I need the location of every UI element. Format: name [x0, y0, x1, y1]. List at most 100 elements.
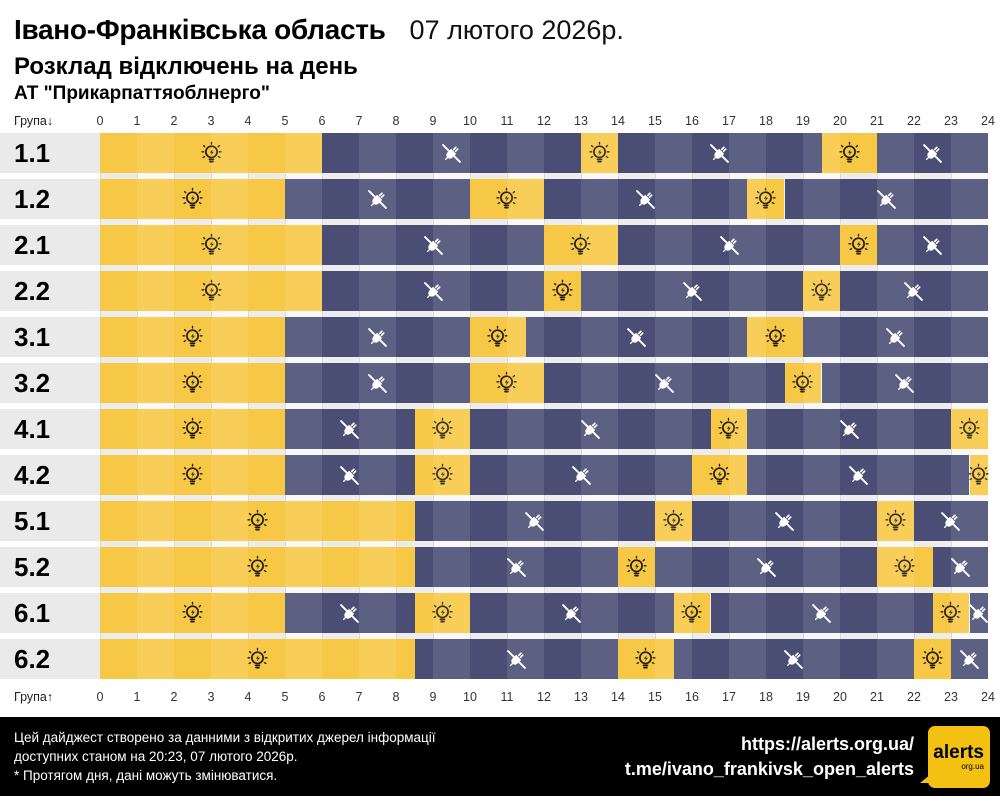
group-timeline	[100, 409, 988, 449]
group-label: 3.2	[0, 363, 100, 403]
power-on-segment	[414, 409, 470, 449]
lightbulb-icon	[487, 325, 508, 346]
plug-off-icon	[580, 419, 600, 439]
source-note: Цей дайджест створено за данними з відкр…	[14, 728, 436, 785]
group-row: 5.1	[0, 501, 1000, 541]
plug-off-icon	[904, 281, 924, 301]
power-off-segment	[581, 271, 803, 311]
plug-off-icon	[960, 649, 979, 669]
hour-tick: 20	[833, 114, 847, 128]
page-title: Розклад відключень на день	[14, 53, 358, 80]
power-on-segment	[100, 133, 322, 173]
power-off-segment	[655, 547, 877, 587]
power-on-segment	[100, 639, 415, 679]
power-on-segment	[877, 547, 933, 587]
hour-tick: 11	[500, 690, 514, 704]
hour-tick: 15	[648, 114, 662, 128]
hour-tick: 8	[392, 690, 400, 704]
lightbulb-icon	[200, 141, 222, 162]
power-off-segment	[914, 501, 988, 541]
power-off-segment	[322, 225, 544, 265]
plug-off-icon	[654, 373, 674, 393]
lightbulb-icon	[496, 187, 518, 208]
hour-tick: 6	[318, 114, 326, 128]
power-off-segment	[322, 271, 544, 311]
power-on-segment	[100, 501, 415, 541]
plug-off-icon	[886, 327, 905, 347]
lightbulb-icon	[182, 463, 203, 484]
hour-tick: 10	[463, 114, 477, 128]
hour-tick: 3	[207, 690, 215, 704]
group-timeline	[100, 317, 988, 357]
group-axis-label-top: Група↓	[14, 114, 54, 128]
lightbulb-icon	[570, 233, 592, 254]
lightbulb-icon	[247, 555, 268, 576]
power-on-segment	[951, 409, 988, 449]
plug-off-icon	[506, 557, 526, 577]
power-off-segment	[544, 363, 785, 403]
power-off-segment	[285, 593, 415, 633]
hour-tick: 12	[537, 114, 551, 128]
lightbulb-icon	[432, 601, 453, 622]
hour-tick: 22	[907, 690, 921, 704]
group-row: 3.1	[0, 317, 1000, 357]
lightbulb-icon	[894, 555, 915, 576]
plug-off-icon	[923, 235, 942, 255]
group-row: 6.2	[0, 639, 1000, 679]
power-off-segment	[840, 271, 988, 311]
hour-tick: 2	[170, 114, 178, 128]
lightbulb-icon	[959, 417, 980, 438]
group-row: 2.1	[0, 225, 1000, 265]
power-on-segment	[544, 271, 581, 311]
power-on-segment	[100, 409, 285, 449]
power-on-segment	[470, 179, 544, 219]
power-on-segment	[932, 593, 970, 633]
group-timeline	[100, 133, 988, 173]
lightbulb-icon	[200, 279, 222, 300]
alerts-logo-text: alerts	[933, 741, 984, 763]
group-timeline	[100, 639, 988, 679]
plug-off-icon	[710, 143, 730, 163]
group-label: 5.2	[0, 547, 100, 587]
plug-off-icon	[525, 511, 545, 531]
power-off-segment	[285, 179, 470, 219]
group-timeline	[100, 455, 989, 495]
power-on-segment	[100, 593, 285, 633]
lightbulb-icon	[626, 555, 647, 576]
power-off-segment	[470, 409, 711, 449]
group-axis-label-bottom: Група↑	[14, 690, 54, 704]
plug-off-icon	[506, 649, 526, 669]
group-row: 3.2	[0, 363, 1000, 403]
power-on-segment	[655, 501, 692, 541]
power-on-segment	[747, 317, 803, 357]
group-row: 2.2	[0, 271, 1000, 311]
group-row: 1.2	[0, 179, 1000, 219]
hour-tick: 24	[981, 690, 995, 704]
footer-bar: Цей дайджест створено за данними з відкр…	[0, 717, 1000, 796]
plug-off-icon	[627, 327, 646, 347]
lightbulb-icon	[182, 187, 203, 208]
lightbulb-icon	[792, 371, 814, 392]
power-on-segment	[710, 409, 748, 449]
alerts-logo-subtext: org.ua	[961, 761, 984, 771]
power-off-segment	[747, 455, 970, 495]
telegram-link[interactable]: t.me/ivano_frankivsk_open_alerts	[624, 758, 914, 779]
hour-tick: 13	[574, 690, 588, 704]
lightbulb-icon	[663, 509, 684, 530]
power-off-segment	[470, 455, 692, 495]
power-off-segment	[525, 317, 748, 357]
website-link[interactable]: https://alerts.org.ua/	[740, 734, 914, 755]
power-on-segment	[803, 271, 840, 311]
plug-off-icon	[839, 419, 859, 439]
group-timeline	[100, 271, 988, 311]
hour-tick: 22	[907, 114, 921, 128]
lightbulb-icon	[765, 325, 786, 346]
power-off-segment	[710, 593, 933, 633]
hour-tick: 13	[574, 114, 588, 128]
header: Івано-Франківська область 07 лютого 2026…	[0, 0, 1000, 105]
power-off-segment	[691, 501, 877, 541]
power-off-segment	[877, 225, 988, 265]
power-off-segment	[414, 547, 618, 587]
lightbulb-icon	[635, 647, 656, 668]
group-label: 3.1	[0, 317, 100, 357]
